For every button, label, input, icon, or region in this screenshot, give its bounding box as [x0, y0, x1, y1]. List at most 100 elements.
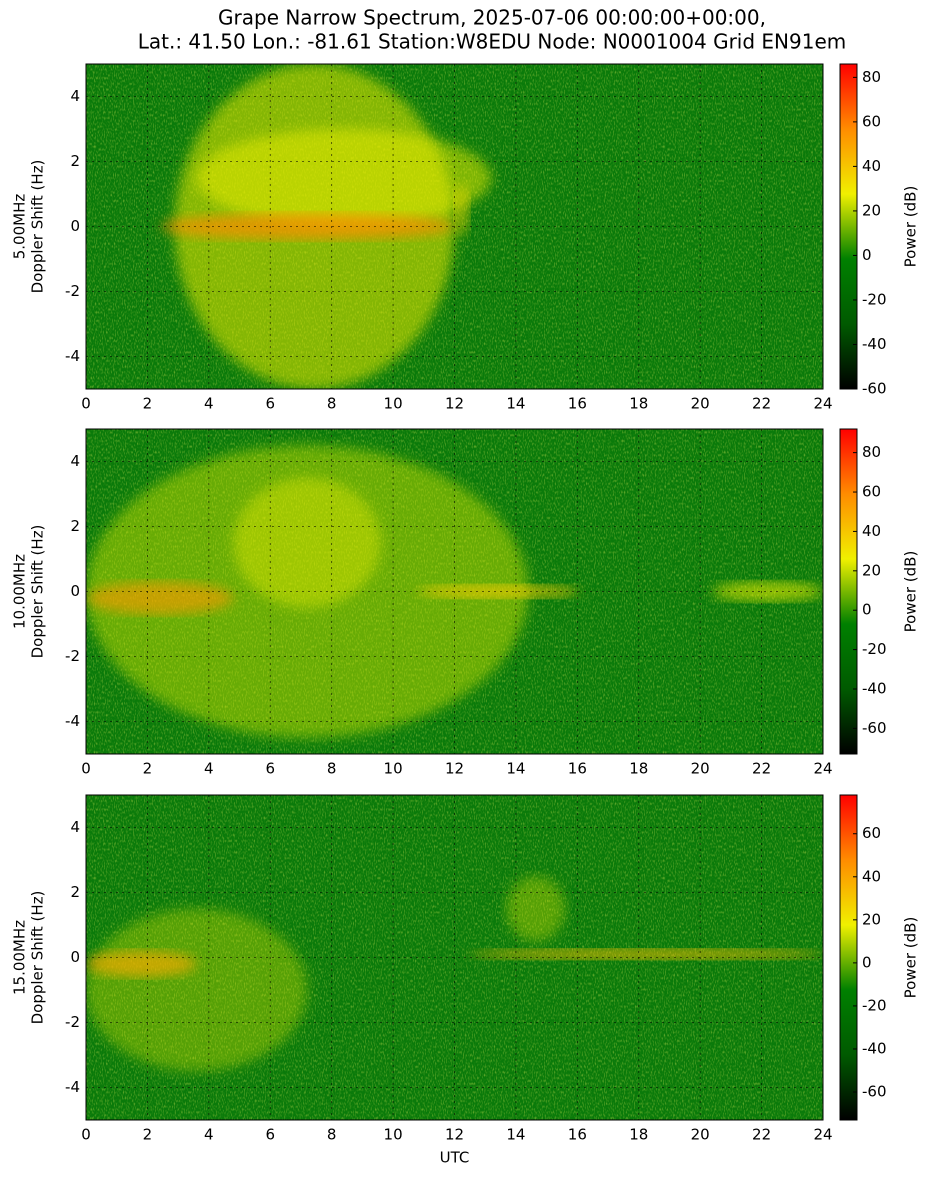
x-tick-label: 0 [81, 760, 91, 778]
colorbar-tick-label: -20 [862, 290, 887, 308]
x-tick-label: 0 [81, 395, 91, 413]
x-tick-label: 24 [813, 1126, 832, 1144]
colorbar [839, 428, 858, 755]
x-tick-label: 22 [752, 760, 771, 778]
colorbar-tick-label: -40 [862, 680, 887, 698]
x-tick-label: 8 [327, 1126, 337, 1144]
x-tick-label: 16 [568, 395, 587, 413]
x-tick-label: 22 [752, 395, 771, 413]
plot-frame [85, 428, 824, 755]
y-axis-label: Doppler Shift (Hz) [29, 525, 47, 659]
x-tick-label: 12 [445, 1126, 464, 1144]
x-tick-label: 18 [629, 1126, 648, 1144]
x-tick-label: 6 [265, 1126, 275, 1144]
x-tick-label: 20 [691, 1126, 710, 1144]
x-tick-label: 4 [204, 395, 214, 413]
title: Lat.: 41.50 Lon.: -81.61 Station:W8EDU N… [138, 30, 847, 54]
y-tick-label: -2 [65, 1013, 80, 1031]
x-tick-label: 4 [204, 760, 214, 778]
x-tick-label: 10 [384, 760, 403, 778]
plot-frame [85, 63, 824, 390]
y-tick-label: 2 [70, 152, 80, 170]
signal-region [196, 129, 492, 227]
x-tick-label: 16 [568, 1126, 587, 1144]
colorbar-tick-label: 0 [862, 246, 872, 264]
plot-frame [85, 794, 824, 1121]
x-tick-label: 6 [265, 395, 275, 413]
colorbar-label: Power (dB) [902, 917, 920, 999]
x-tick-label: 16 [568, 760, 587, 778]
x-tick-label: 20 [691, 760, 710, 778]
x-tick-label: 8 [327, 760, 337, 778]
x-tick-label: 20 [691, 395, 710, 413]
y-tick-label: -4 [65, 1078, 80, 1096]
x-tick-label: 14 [506, 760, 525, 778]
colorbar-tick-label: 40 [862, 157, 881, 175]
x-tick-label: 18 [629, 760, 648, 778]
x-tick-label: 2 [143, 1126, 153, 1144]
x-tick-label: 12 [445, 760, 464, 778]
colorbar-tick-label: 0 [862, 601, 872, 619]
colorbar-tick-label: 40 [862, 867, 881, 885]
colorbar-tick-label: -60 [862, 1083, 887, 1101]
y-axis-label: Doppler Shift (Hz) [29, 160, 47, 294]
x-tick-label: 2 [143, 395, 153, 413]
x-tick-label: 14 [506, 1126, 525, 1144]
y-axis-label: Doppler Shift (Hz) [29, 891, 47, 1025]
colorbar-tick-label: 60 [862, 483, 881, 501]
x-tick-label: 12 [445, 395, 464, 413]
colorbar-tick-label: -40 [862, 335, 887, 353]
x-tick-label: 6 [265, 760, 275, 778]
y-tick-label: 0 [70, 948, 80, 966]
y-axis-label: 10.00MHz [11, 554, 29, 629]
x-tick-label: 10 [384, 1126, 403, 1144]
x-tick-label: 2 [143, 760, 153, 778]
colorbar-tick-label: -60 [862, 380, 887, 398]
colorbar-tick-label: 80 [862, 443, 881, 461]
colorbar-tick-label: -60 [862, 719, 887, 737]
y-tick-label: 4 [70, 87, 80, 105]
colorbar-tick-label: 0 [862, 953, 872, 971]
colorbar-label: Power (dB) [902, 551, 920, 633]
y-axis-label: 15.00MHz [11, 920, 29, 995]
x-tick-label: 8 [327, 395, 337, 413]
title: Grape Narrow Spectrum, 2025-07-06 00:00:… [218, 6, 766, 30]
x-tick-label: 0 [81, 1126, 91, 1144]
colorbar [839, 63, 858, 390]
y-tick-label: 0 [70, 217, 80, 235]
colorbar-tick-label: -40 [862, 1039, 887, 1057]
signal-region [506, 876, 566, 942]
signal-region [86, 908, 308, 1072]
y-axis-label: 5.00MHz [11, 194, 29, 260]
colorbar-tick-label: -20 [862, 996, 887, 1014]
x-tick-label: 4 [204, 1126, 214, 1144]
colorbar-tick-label: 80 [862, 68, 881, 86]
signal-region [454, 184, 470, 237]
colorbar-tick-label: 60 [862, 112, 881, 130]
x-tick-label: 18 [629, 395, 648, 413]
colorbar-tick-label: 40 [862, 522, 881, 540]
signal-region [86, 581, 234, 615]
x-tick-label: 14 [506, 395, 525, 413]
colorbar-tick-label: -20 [862, 640, 887, 658]
colorbar-tick-label: 20 [862, 201, 881, 219]
y-tick-label: 0 [70, 582, 80, 600]
x-tick-label: 24 [813, 760, 832, 778]
y-tick-label: -4 [65, 712, 80, 730]
x-axis-label: UTC [440, 1149, 470, 1167]
y-tick-label: 4 [70, 818, 80, 836]
y-tick-label: -4 [65, 347, 80, 365]
y-tick-label: 2 [70, 517, 80, 535]
x-tick-label: 24 [813, 395, 832, 413]
y-tick-label: 2 [70, 883, 80, 901]
y-tick-label: 4 [70, 452, 80, 470]
x-tick-label: 22 [752, 1126, 771, 1144]
y-tick-label: -2 [65, 647, 80, 665]
colorbar-label: Power (dB) [902, 186, 920, 268]
colorbar [839, 794, 858, 1121]
colorbar-tick-label: 60 [862, 824, 881, 842]
